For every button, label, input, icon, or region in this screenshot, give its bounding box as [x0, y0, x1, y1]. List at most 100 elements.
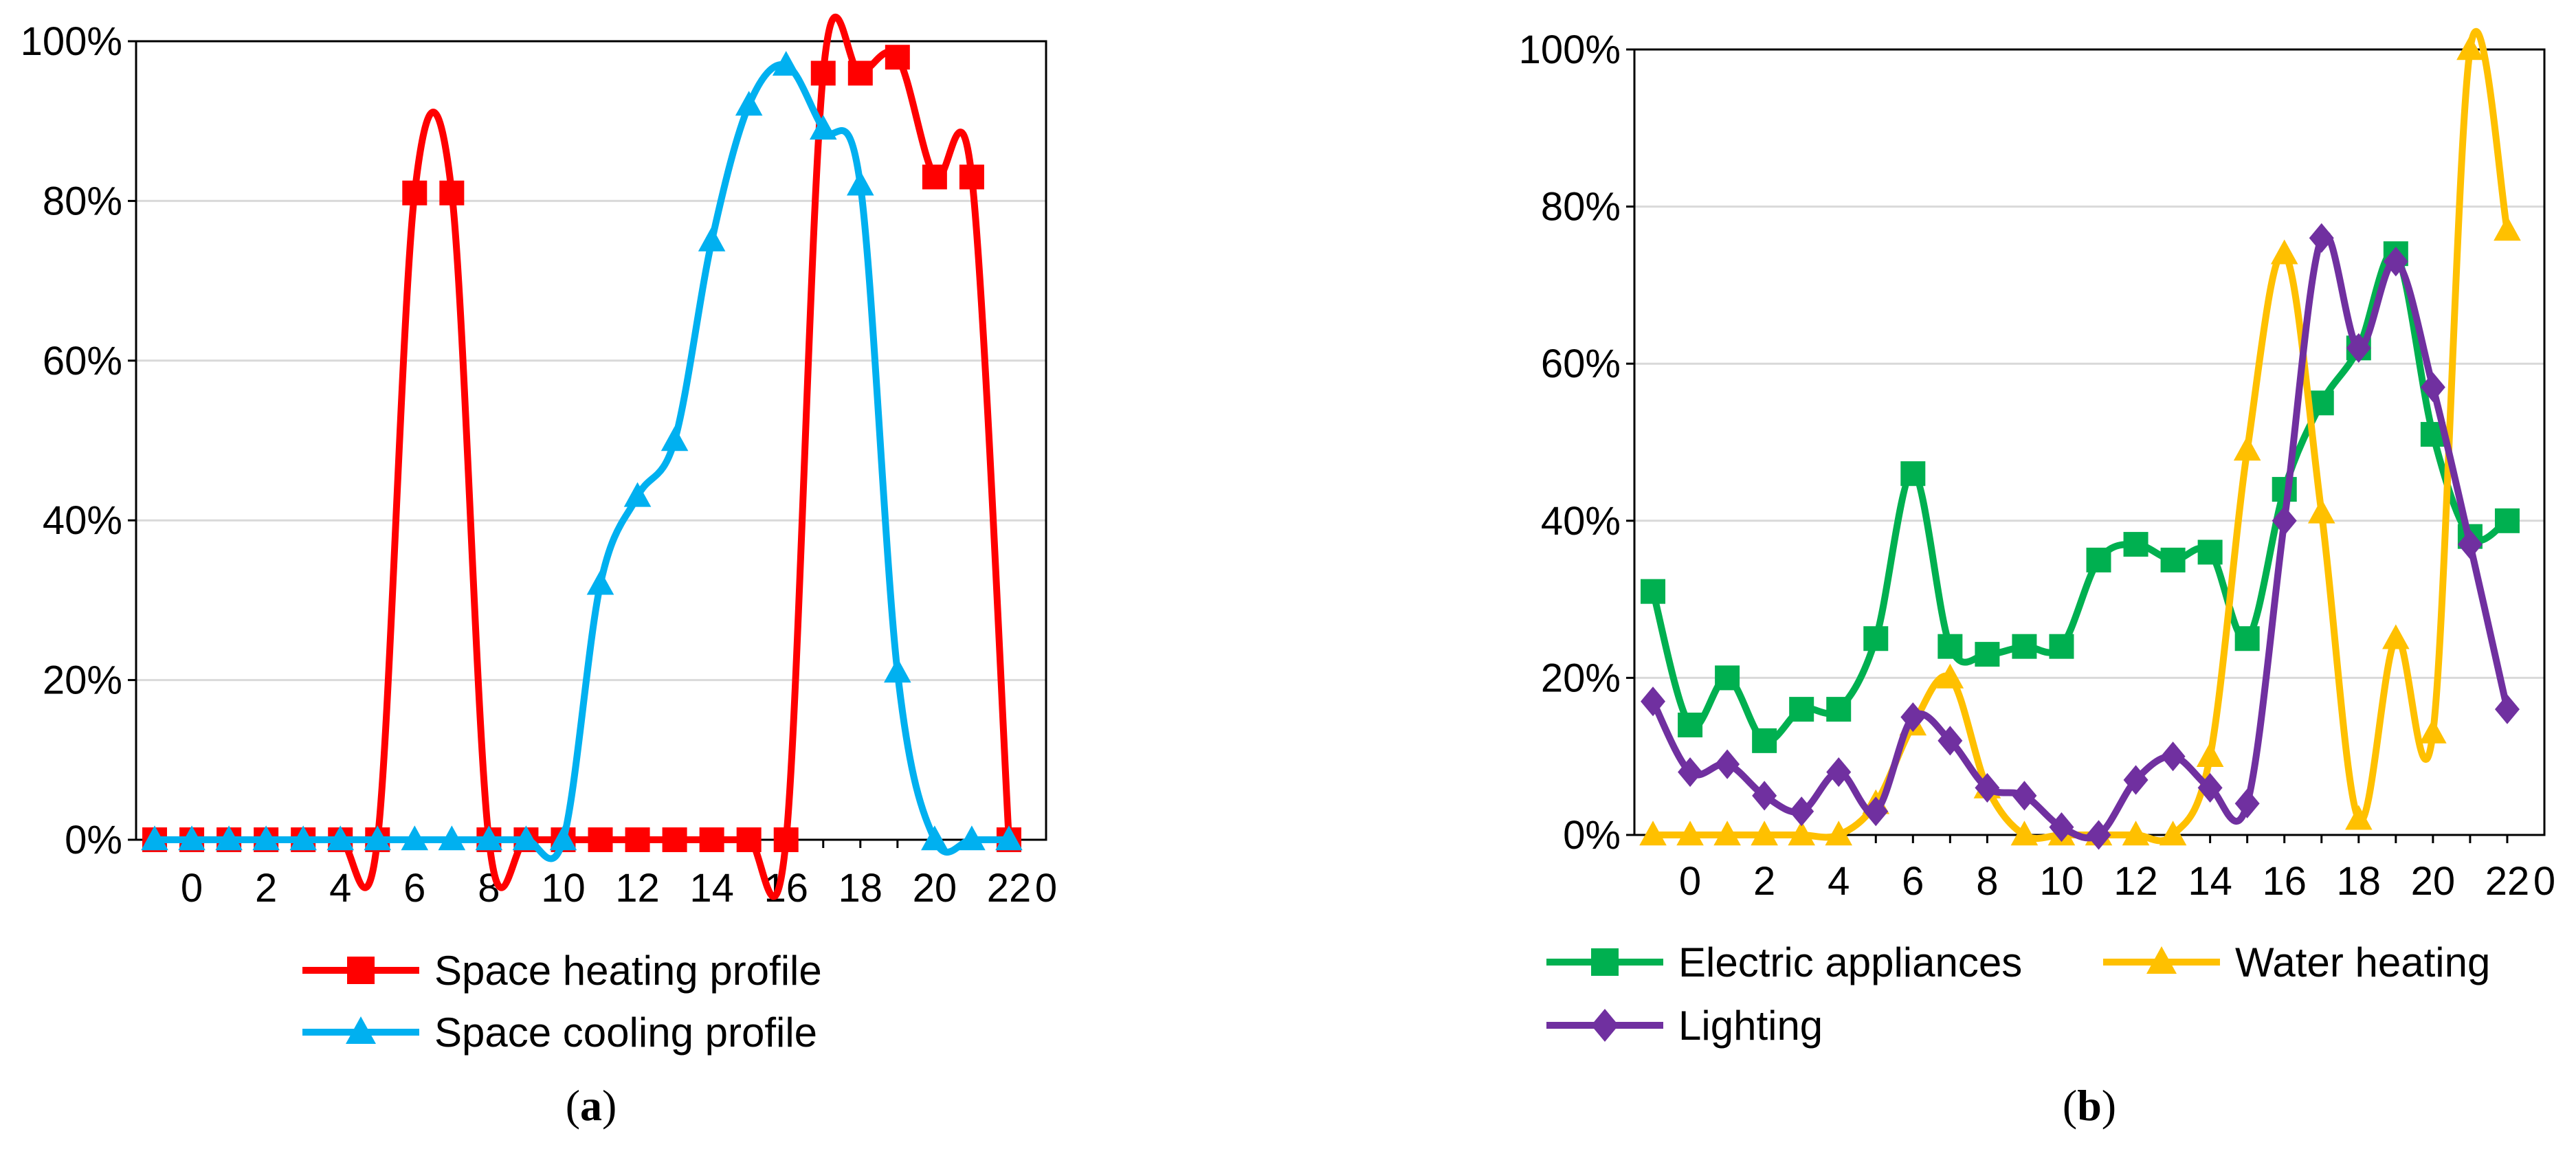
- x-tick-label: 20: [913, 866, 957, 911]
- data-point: [2382, 624, 2410, 649]
- legend-marker: [1591, 1009, 1619, 1042]
- x-tick-label: 12: [2113, 859, 2158, 904]
- data-point: [438, 825, 466, 851]
- series-water-heating: [1639, 28, 2521, 846]
- chart-panel-a: 0%20%40%60%80%100%0 2 4 6 8 10 12 14 16 18 20 22 0Sp…: [21, 13, 1057, 1130]
- data-point: [289, 825, 317, 851]
- data-point: [2197, 772, 2223, 803]
- y-tick-label: 20%: [43, 658, 122, 703]
- y-tick-label: 60%: [1541, 342, 1621, 386]
- y-tick-label: 40%: [1541, 499, 1621, 544]
- data-point: [586, 570, 614, 595]
- x-tick-label: 8: [1976, 859, 1998, 904]
- data-point: [698, 226, 726, 252]
- data-point: [364, 825, 392, 851]
- x-tick-label: 0: [1035, 866, 1057, 911]
- data-point: [846, 170, 874, 196]
- panel-label: (a): [566, 1081, 617, 1130]
- data-point: [1789, 796, 1814, 827]
- data-point: [1678, 712, 1703, 737]
- data-point: [662, 827, 687, 852]
- x-tick-label: 16: [764, 866, 808, 911]
- data-point: [439, 180, 465, 205]
- data-point: [2309, 390, 2334, 416]
- legend-entry: Lighting: [1546, 1003, 1823, 1049]
- data-point: [1715, 749, 1740, 779]
- legend-marker: [2146, 946, 2177, 974]
- legend-entry: Electric appliances: [1546, 939, 2022, 985]
- series-line: [1650, 28, 2511, 845]
- x-tick-label: 18: [2337, 859, 2381, 904]
- data-point: [1863, 626, 1889, 651]
- data-point: [2010, 821, 2039, 846]
- data-point: [1936, 663, 1964, 689]
- legend-marker: [1591, 948, 1619, 976]
- legend-marker: [346, 1016, 376, 1044]
- x-tick-label: 6: [1902, 859, 1924, 904]
- data-point: [2270, 239, 2298, 265]
- data-point: [660, 426, 689, 451]
- data-point: [2160, 741, 2186, 772]
- data-point: [402, 180, 428, 205]
- legend-label: Electric appliances: [1678, 939, 2022, 985]
- x-tick-label: 18: [839, 866, 883, 911]
- x-tick-label: 20: [2411, 859, 2456, 904]
- data-point: [252, 825, 280, 851]
- legend-label: Lighting: [1678, 1003, 1823, 1049]
- data-point: [958, 825, 986, 851]
- x-tick-label: 12: [615, 866, 660, 911]
- data-point: [1826, 757, 1852, 788]
- data-point: [1900, 702, 1926, 733]
- data-point: [1713, 821, 1741, 846]
- data-point: [326, 825, 355, 851]
- series-line: [1650, 248, 2511, 745]
- data-point: [699, 827, 724, 852]
- x-tick-label: 2: [1753, 859, 1775, 904]
- x-tick-label: 10: [541, 866, 586, 911]
- data-point: [2233, 436, 2261, 461]
- data-point: [736, 827, 762, 852]
- data-point: [1715, 665, 1740, 691]
- data-point: [773, 827, 799, 852]
- y-tick-label: 80%: [43, 179, 122, 223]
- data-point: [215, 825, 243, 851]
- data-point: [2494, 694, 2520, 724]
- data-point: [1676, 821, 1704, 846]
- data-point: [1678, 757, 1703, 788]
- data-point: [475, 825, 503, 851]
- series-space-heating-profile: [142, 13, 1021, 900]
- data-point: [549, 825, 577, 851]
- data-point: [1975, 642, 2000, 667]
- data-point: [1825, 821, 1853, 846]
- data-point: [2419, 718, 2447, 744]
- data-point: [2049, 812, 2074, 843]
- y-tick-label: 40%: [43, 498, 122, 543]
- data-point: [2420, 372, 2445, 403]
- data-point: [2456, 35, 2484, 60]
- data-point: [1863, 796, 1889, 827]
- x-tick-label: 16: [2262, 859, 2307, 904]
- data-point: [772, 51, 800, 76]
- plot-frame: [1633, 48, 2546, 836]
- data-point: [2122, 821, 2150, 846]
- data-point: [1789, 697, 1814, 722]
- legend-entry: Space heating profile: [302, 948, 822, 994]
- data-point: [922, 164, 947, 190]
- data-point: [2123, 532, 2148, 557]
- x-tick-label: 0: [2533, 859, 2555, 904]
- x-tick-label: 14: [2188, 859, 2232, 904]
- data-point: [401, 825, 429, 851]
- data-point: [995, 825, 1023, 851]
- data-point: [1751, 821, 1778, 846]
- data-point: [2196, 742, 2224, 767]
- legend-label: Space cooling profile: [434, 1009, 817, 1056]
- data-point: [735, 91, 763, 116]
- data-point: [2309, 223, 2334, 253]
- x-tick-label: 22: [987, 866, 1032, 911]
- x-tick-label: 2: [255, 866, 277, 911]
- data-point: [2160, 547, 2186, 572]
- data-point: [2272, 506, 2297, 536]
- data-point: [2197, 539, 2223, 565]
- data-point: [2346, 333, 2371, 363]
